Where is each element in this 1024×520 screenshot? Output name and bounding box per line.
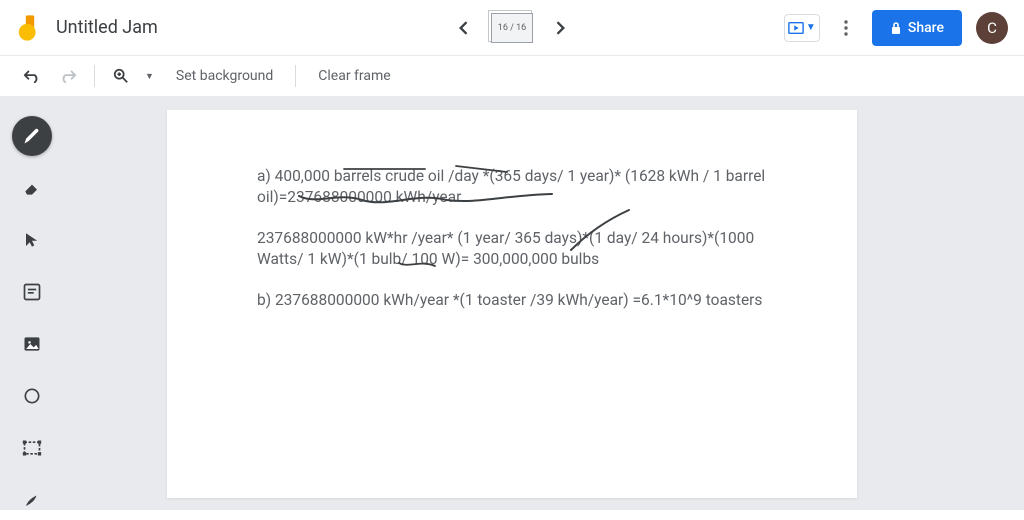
toolbar-separator (295, 65, 296, 87)
app-header: Untitled Jam 16 / 16 ▼ Share C (0, 0, 1024, 56)
zoom-dropdown-icon[interactable]: ▼ (139, 71, 160, 82)
document-title[interactable]: Untitled Jam (56, 17, 158, 38)
set-background-button[interactable]: Set background (164, 60, 285, 92)
text-block: b) 237688000000 kWh/year *(1 toaster /39… (257, 290, 767, 311)
zoom-button[interactable] (105, 60, 137, 92)
present-dropdown-icon: ▼ (806, 22, 816, 33)
share-button-label: Share (908, 20, 944, 36)
lock-icon (890, 21, 902, 35)
text-block: a) 400,000 barrels crude oil /day *(365 … (257, 166, 767, 208)
more-options-button[interactable] (834, 16, 858, 40)
frame-canvas[interactable]: a) 400,000 barrels crude oil /day *(365 … (167, 110, 857, 498)
eraser-tool[interactable] (12, 168, 52, 208)
present-button[interactable]: ▼ (784, 14, 820, 42)
redo-button[interactable] (52, 60, 84, 92)
sticky-note-tool[interactable] (12, 272, 52, 312)
share-button[interactable]: Share (872, 10, 962, 46)
tool-palette (10, 116, 54, 520)
text-block: 237688000000 kW*hr /year* (1 year/ 365 d… (257, 228, 767, 270)
pen-tool[interactable] (12, 116, 52, 156)
account-avatar[interactable]: C (976, 12, 1008, 44)
next-frame-button[interactable] (551, 18, 571, 38)
header-actions: ▼ Share C (784, 10, 1008, 46)
select-tool[interactable] (12, 220, 52, 260)
jamboard-logo (16, 14, 44, 42)
shape-tool[interactable] (12, 376, 52, 416)
toolbar-separator (94, 65, 95, 87)
edit-toolbar: ▼ Set background Clear frame (0, 56, 1024, 96)
clear-frame-button[interactable]: Clear frame (306, 60, 402, 92)
image-tool[interactable] (12, 324, 52, 364)
frame-counter[interactable]: 16 / 16 (491, 13, 533, 43)
undo-button[interactable] (16, 60, 48, 92)
text-box-tool[interactable] (12, 428, 52, 468)
laser-tool[interactable] (12, 480, 52, 520)
prev-frame-button[interactable] (453, 18, 473, 38)
frame-navigator: 16 / 16 (453, 13, 571, 43)
canvas-area: a) 400,000 barrels crude oil /day *(365 … (0, 96, 1024, 510)
